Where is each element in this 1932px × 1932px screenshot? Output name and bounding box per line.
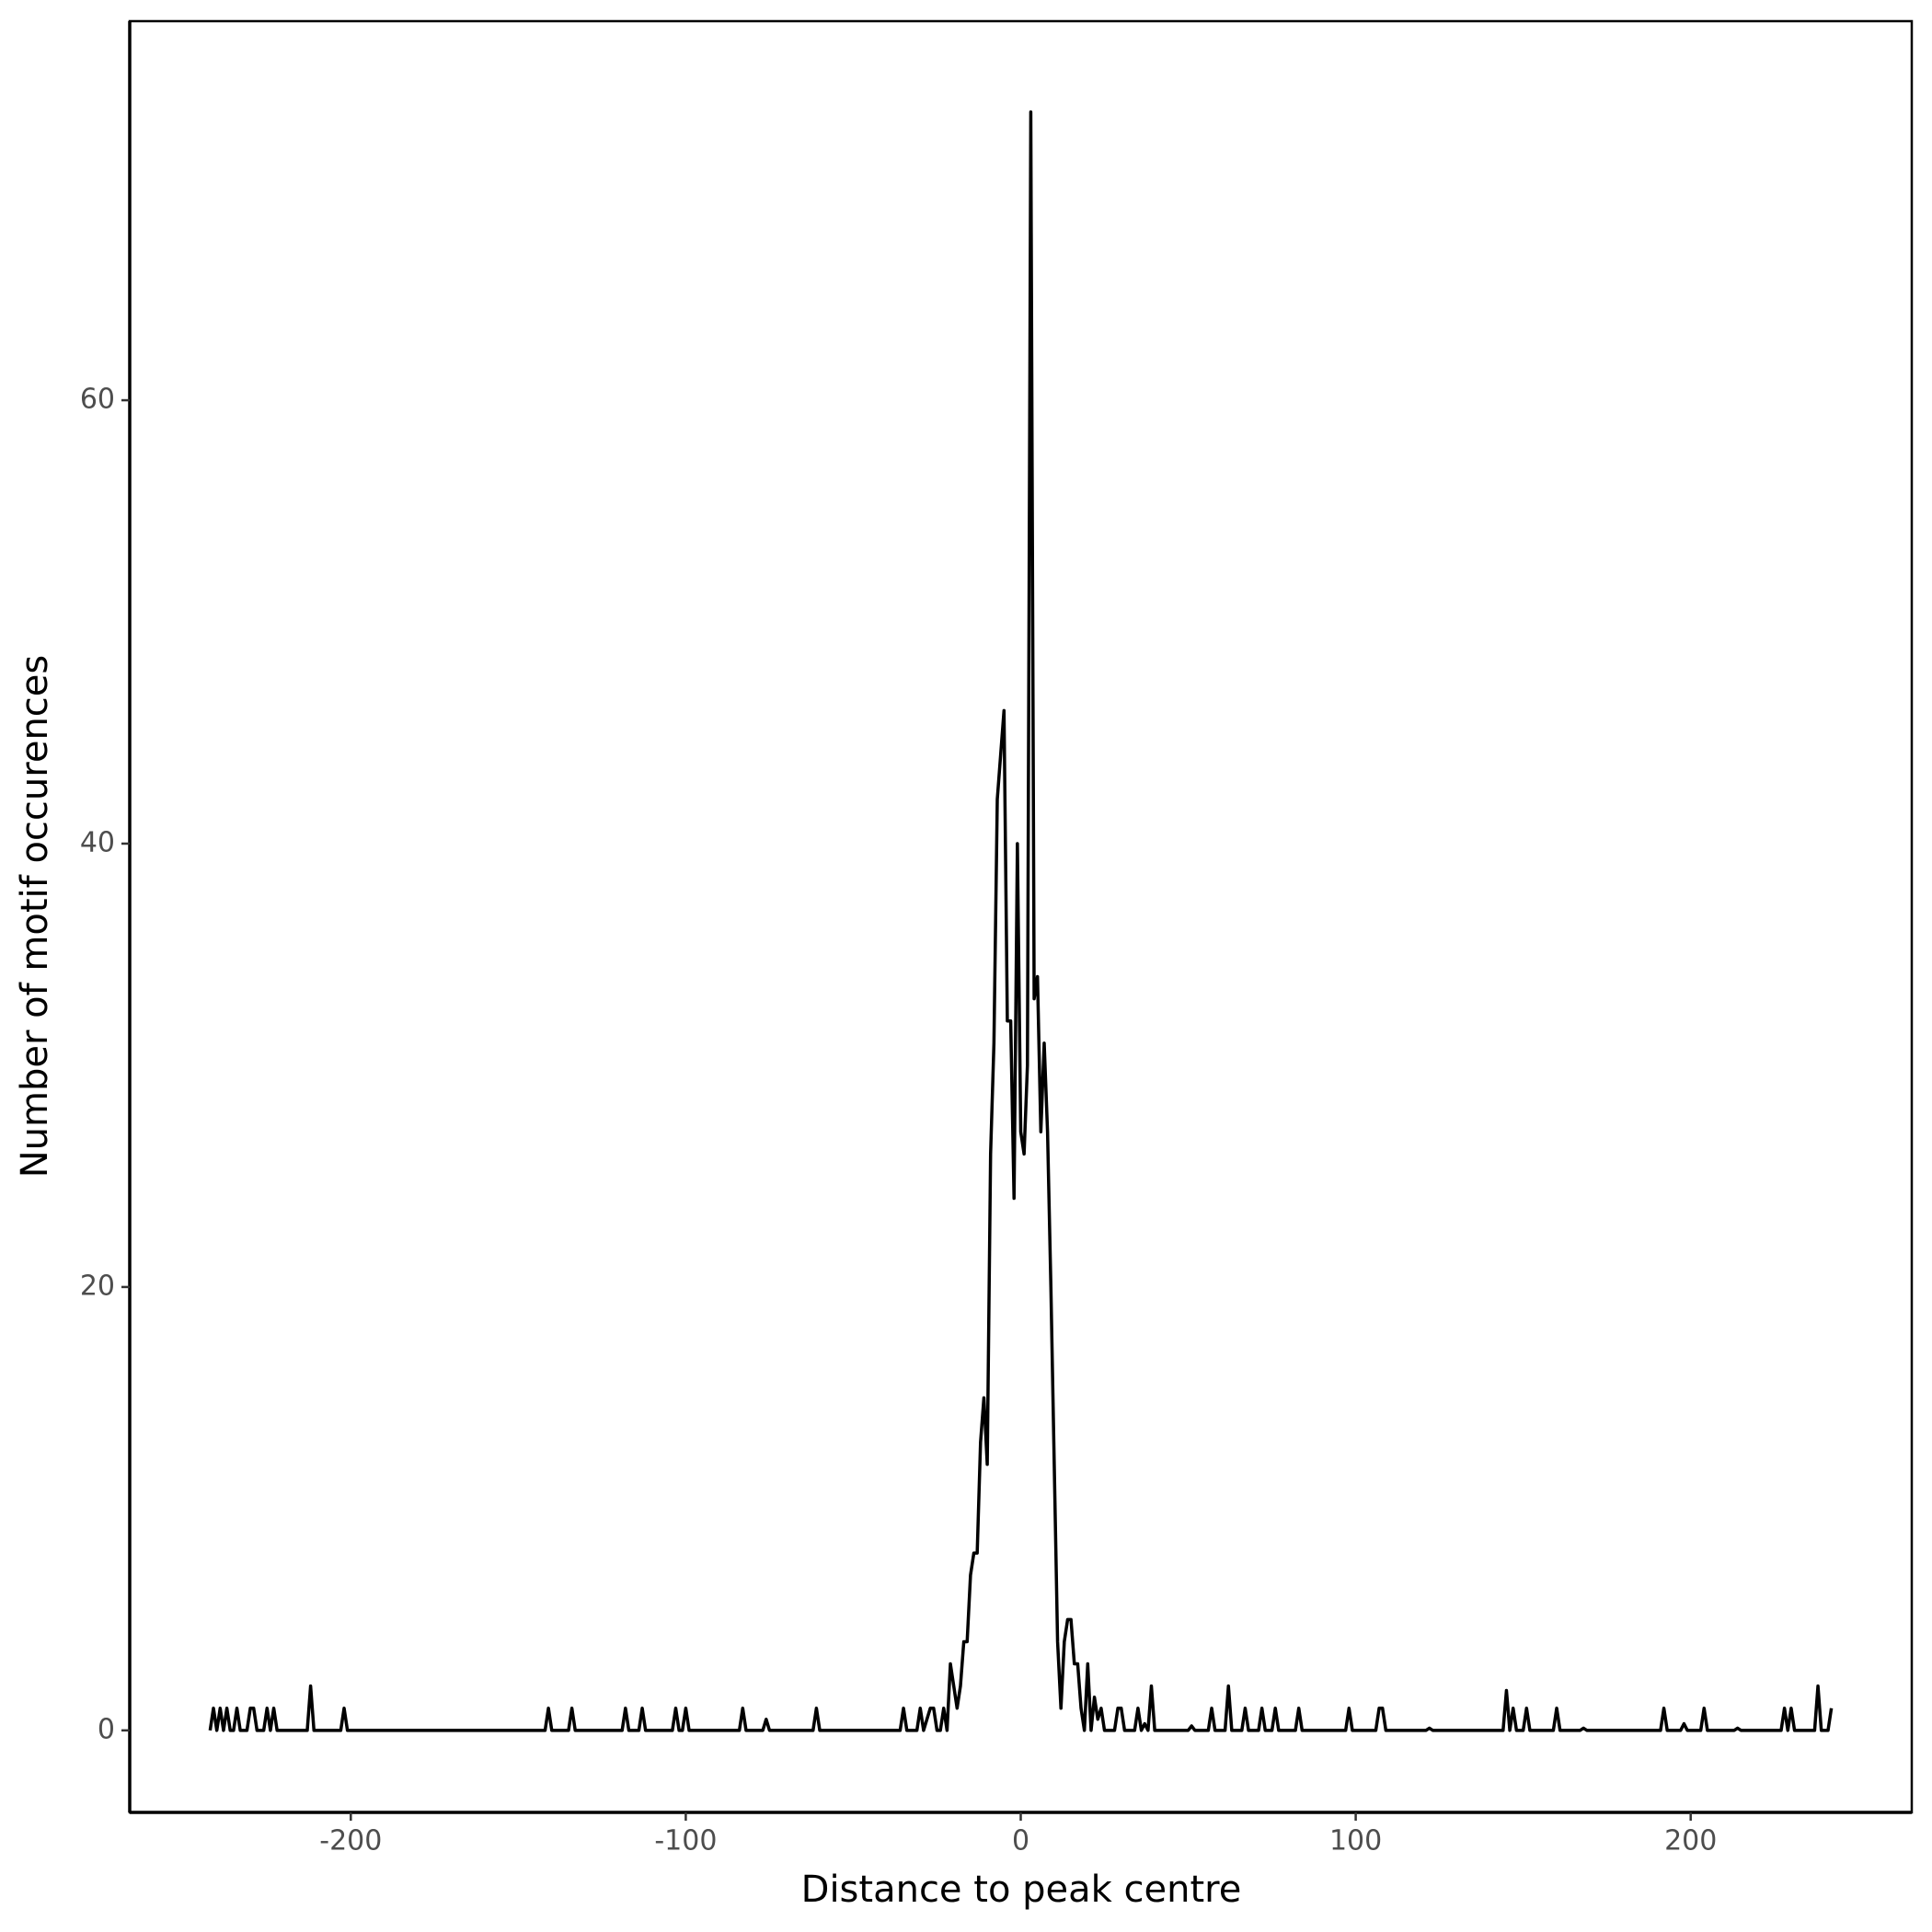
y-tick-label: 60 <box>80 384 115 416</box>
x-tick-label: 200 <box>1664 1825 1717 1857</box>
y-tick-label: 0 <box>98 1713 115 1745</box>
x-tick-label: -100 <box>654 1825 717 1857</box>
panel-border <box>128 19 1914 1814</box>
y-axis-title: Number of motif occurences <box>14 655 56 1178</box>
x-axis-title: Distance to peak centre <box>801 1869 1242 1911</box>
x-tick-label: 100 <box>1329 1825 1382 1857</box>
line <box>208 110 1834 1732</box>
y-tick-label: 20 <box>80 1270 115 1302</box>
x-tick-label: 0 <box>1012 1825 1029 1857</box>
y-tick-label: 40 <box>80 826 115 858</box>
x-tick-label: -200 <box>319 1825 382 1857</box>
